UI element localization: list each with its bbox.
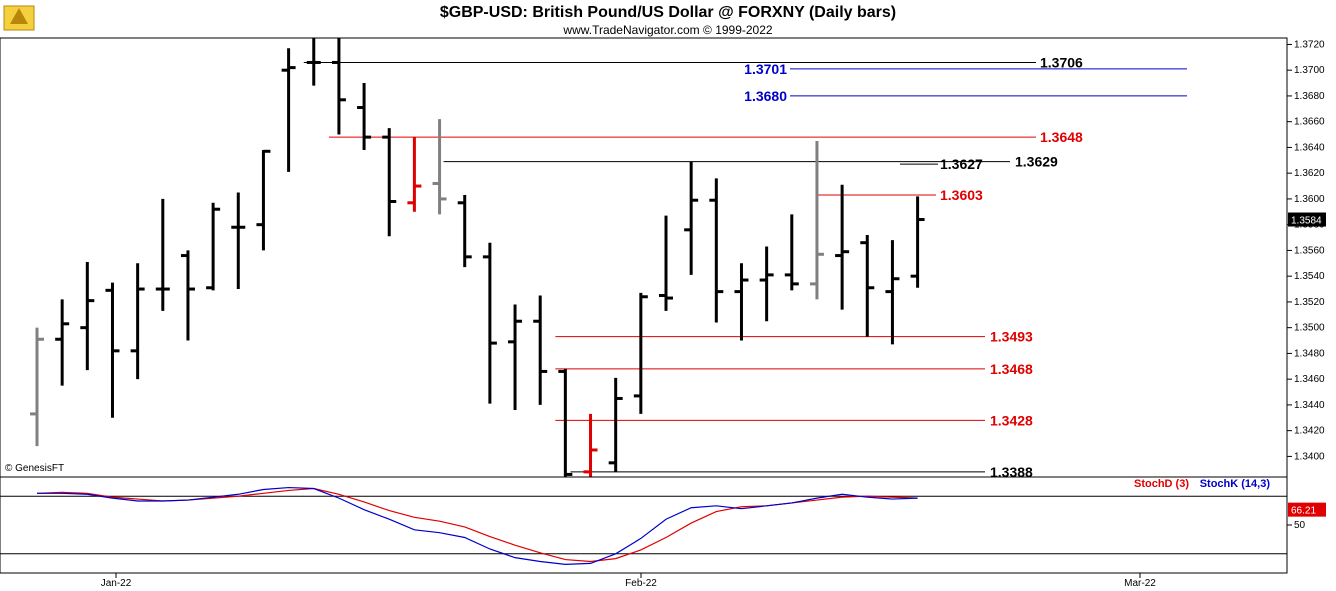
ohlc-bar [357,83,372,151]
x-tick-label: Jan-22 [101,578,132,589]
legend-stoch-k: StochK (14,3) [1200,478,1271,490]
stoch-panel [0,476,1288,574]
level-label: 1.3706 [1040,54,1083,70]
stoch-line-0 [36,487,918,563]
y-tick-label: 1.3680 [1294,91,1325,102]
ohlc-bar [80,262,95,371]
ohlc-bar [331,38,346,135]
copyright-label: © GenesisFT [5,463,64,474]
ohlc-bar [508,304,523,411]
y-tick-label: 1.3540 [1294,271,1325,282]
last-price-tag: 1.3584 [1288,212,1326,227]
logo-icon [3,5,35,31]
level-label: 1.3428 [990,412,1033,428]
chart-title: $GBP-USD: British Pound/US Dollar @ FORX… [440,4,896,21]
level-label: 1.3493 [990,329,1033,345]
y-tick-label: 1.3640 [1294,142,1325,153]
ohlc-bar [835,184,850,310]
ohlc-bar [558,368,573,477]
y-tick-label: 1.3440 [1294,400,1325,411]
stoch-legend: StochD (3) StochK (14,3) [1134,478,1270,490]
stoch-value-box [1288,502,1326,517]
level-label: 1.3629 [1015,154,1058,170]
y-tick-label: 1.3520 [1294,297,1325,308]
ohlc-bar [684,161,699,275]
y-tick-label: 1.3560 [1294,245,1325,256]
level-label: 1.3388 [990,464,1033,480]
y-tick-label: 1.3620 [1294,168,1325,179]
ohlc-bar [583,413,598,477]
ohlc-bar [784,214,799,291]
ohlc-bar [633,292,648,414]
ohlc-bar [809,140,824,300]
stoch-value: 66.21 [1291,506,1316,517]
level-label: 1.3468 [990,361,1033,377]
ohlc-bar [155,198,170,311]
y-tick-label: 1.3480 [1294,348,1325,359]
level-label: 1.3648 [1040,129,1083,145]
stoch-line-1 [37,486,918,565]
ohlc-bar [432,119,447,215]
y-tick-label: 1.3720 [1294,39,1325,50]
x-axis: Jan-22 Feb-22 Mar-22 [101,573,1156,589]
ohlc-bar [734,263,749,341]
price-bars [30,38,925,477]
ohlc-bar [55,299,70,386]
ohlc-bar [382,128,397,237]
level-label: 1.3680 [744,88,787,104]
price-axis: 1.3400 1.3420 1.3440 1.3460 1.3480 1.3500 1.35… [1287,39,1325,462]
level-label: 1.3627 [940,156,983,172]
chart-subtitle: www.TradeNavigator.com © 1999-2022 [562,23,772,37]
ohlc-bar [30,327,44,447]
y-tick-label: 1.3400 [1294,451,1325,462]
stoch-lines: 66.21 [36,486,1326,565]
price-panel [0,37,1288,478]
ohlc-bar [885,240,900,345]
ohlc-bar [206,202,221,291]
ohlc-bar [130,263,145,380]
y-tick-label: 1.3500 [1294,323,1325,334]
ohlc-bar [709,178,724,323]
ohlc-bar [608,377,623,472]
stoch-axis: 50 [0,495,1306,555]
ohlc-bar [407,137,422,212]
stoch-tick-label: 50 [1294,520,1306,531]
ohlc-bar [231,192,246,290]
legend-stoch-d: StochD (3) [1134,478,1189,490]
ohlc-bar [533,295,548,405]
level-label: 1.3701 [744,61,787,77]
ohlc-bar [659,215,673,311]
ohlc-bar [180,250,195,341]
y-tick-label: 1.3660 [1294,117,1325,128]
last-price-box [1288,212,1326,227]
ohlc-bar [482,242,497,404]
level-label: 1.3603 [940,187,983,203]
y-tick-label: 1.3700 [1294,65,1325,76]
ohlc-bar [457,195,472,268]
ohlc-bar [759,246,774,322]
y-tick-label: 1.3420 [1294,426,1325,437]
ohlc-bar [910,196,925,288]
x-tick-label: Feb-22 [625,578,657,589]
ohlc-bar [256,149,271,251]
y-tick-label: 1.3600 [1294,194,1325,205]
x-tick-label: Mar-22 [1124,578,1156,589]
ohlc-bar [860,234,875,337]
y-tick-label: 1.3460 [1294,374,1325,385]
ohlc-bar [281,48,296,172]
ohlc-bar [105,282,120,418]
level-lines: 1.3706 1.3701 1.3680 1.3648 1.3629 1.3627 1.36… [303,54,1187,480]
ohlc-bar [306,38,321,86]
last-price-value: 1.3584 [1291,216,1322,227]
